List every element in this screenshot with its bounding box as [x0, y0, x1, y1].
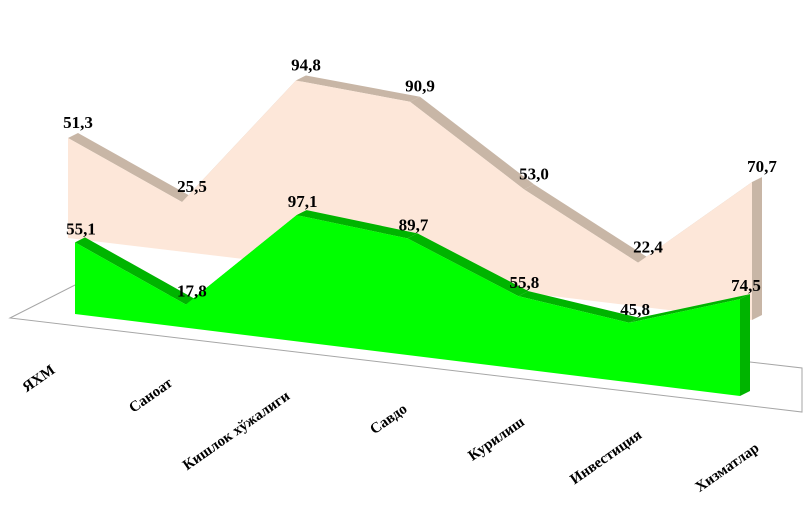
data-label: 90,9 [405, 77, 435, 96]
data-label: 97,1 [288, 192, 318, 211]
data-label: 94,8 [291, 55, 321, 74]
data-label: 51,3 [63, 113, 93, 132]
data-label: 74,5 [731, 276, 761, 295]
series-1-area [68, 80, 752, 321]
category-label: Саноат [126, 375, 176, 417]
series-2-side-face [740, 294, 750, 396]
series-1-side-face [752, 177, 762, 320]
series-2-bevel-segment [296, 210, 418, 239]
series-1-bevel-segment [410, 96, 534, 190]
data-label: 70,7 [747, 157, 777, 176]
series-2-bevel-segment [629, 294, 750, 323]
category-label: Кишлок хўжалиги [180, 388, 293, 474]
series-2-bevel-segment [407, 233, 529, 297]
category-label: Хизматлар [693, 440, 763, 495]
data-label: 89,7 [399, 215, 429, 234]
series-back-layer [68, 75, 762, 321]
data-label: 53,0 [519, 164, 549, 183]
series-2-area [75, 215, 740, 396]
series-1-bevel-segment [68, 132, 192, 202]
series-2-bevel-segment [75, 237, 196, 305]
data-label: 25,5 [177, 177, 207, 196]
data-label: 55,1 [66, 219, 96, 238]
category-label: Савдо [367, 401, 410, 438]
series-1-bevel-segment [524, 184, 648, 263]
series-1-bevel-segment [296, 75, 420, 102]
category-label: Курилиш [465, 414, 527, 464]
data-label: 45,8 [620, 300, 650, 319]
data-labels: 51,3 25,5 94,8 90,9 53,0 22,4 70,7 55,1 17,8 97,1… [63, 55, 777, 318]
data-label: 22,4 [633, 238, 663, 257]
category-label: ЯХМ [20, 362, 59, 396]
data-label: 17,8 [177, 282, 207, 301]
series-front-layer [75, 210, 750, 396]
data-label: 55,8 [509, 273, 539, 292]
category-label: Инвестиция [568, 427, 645, 488]
series-2-bevel-segment [518, 291, 640, 323]
